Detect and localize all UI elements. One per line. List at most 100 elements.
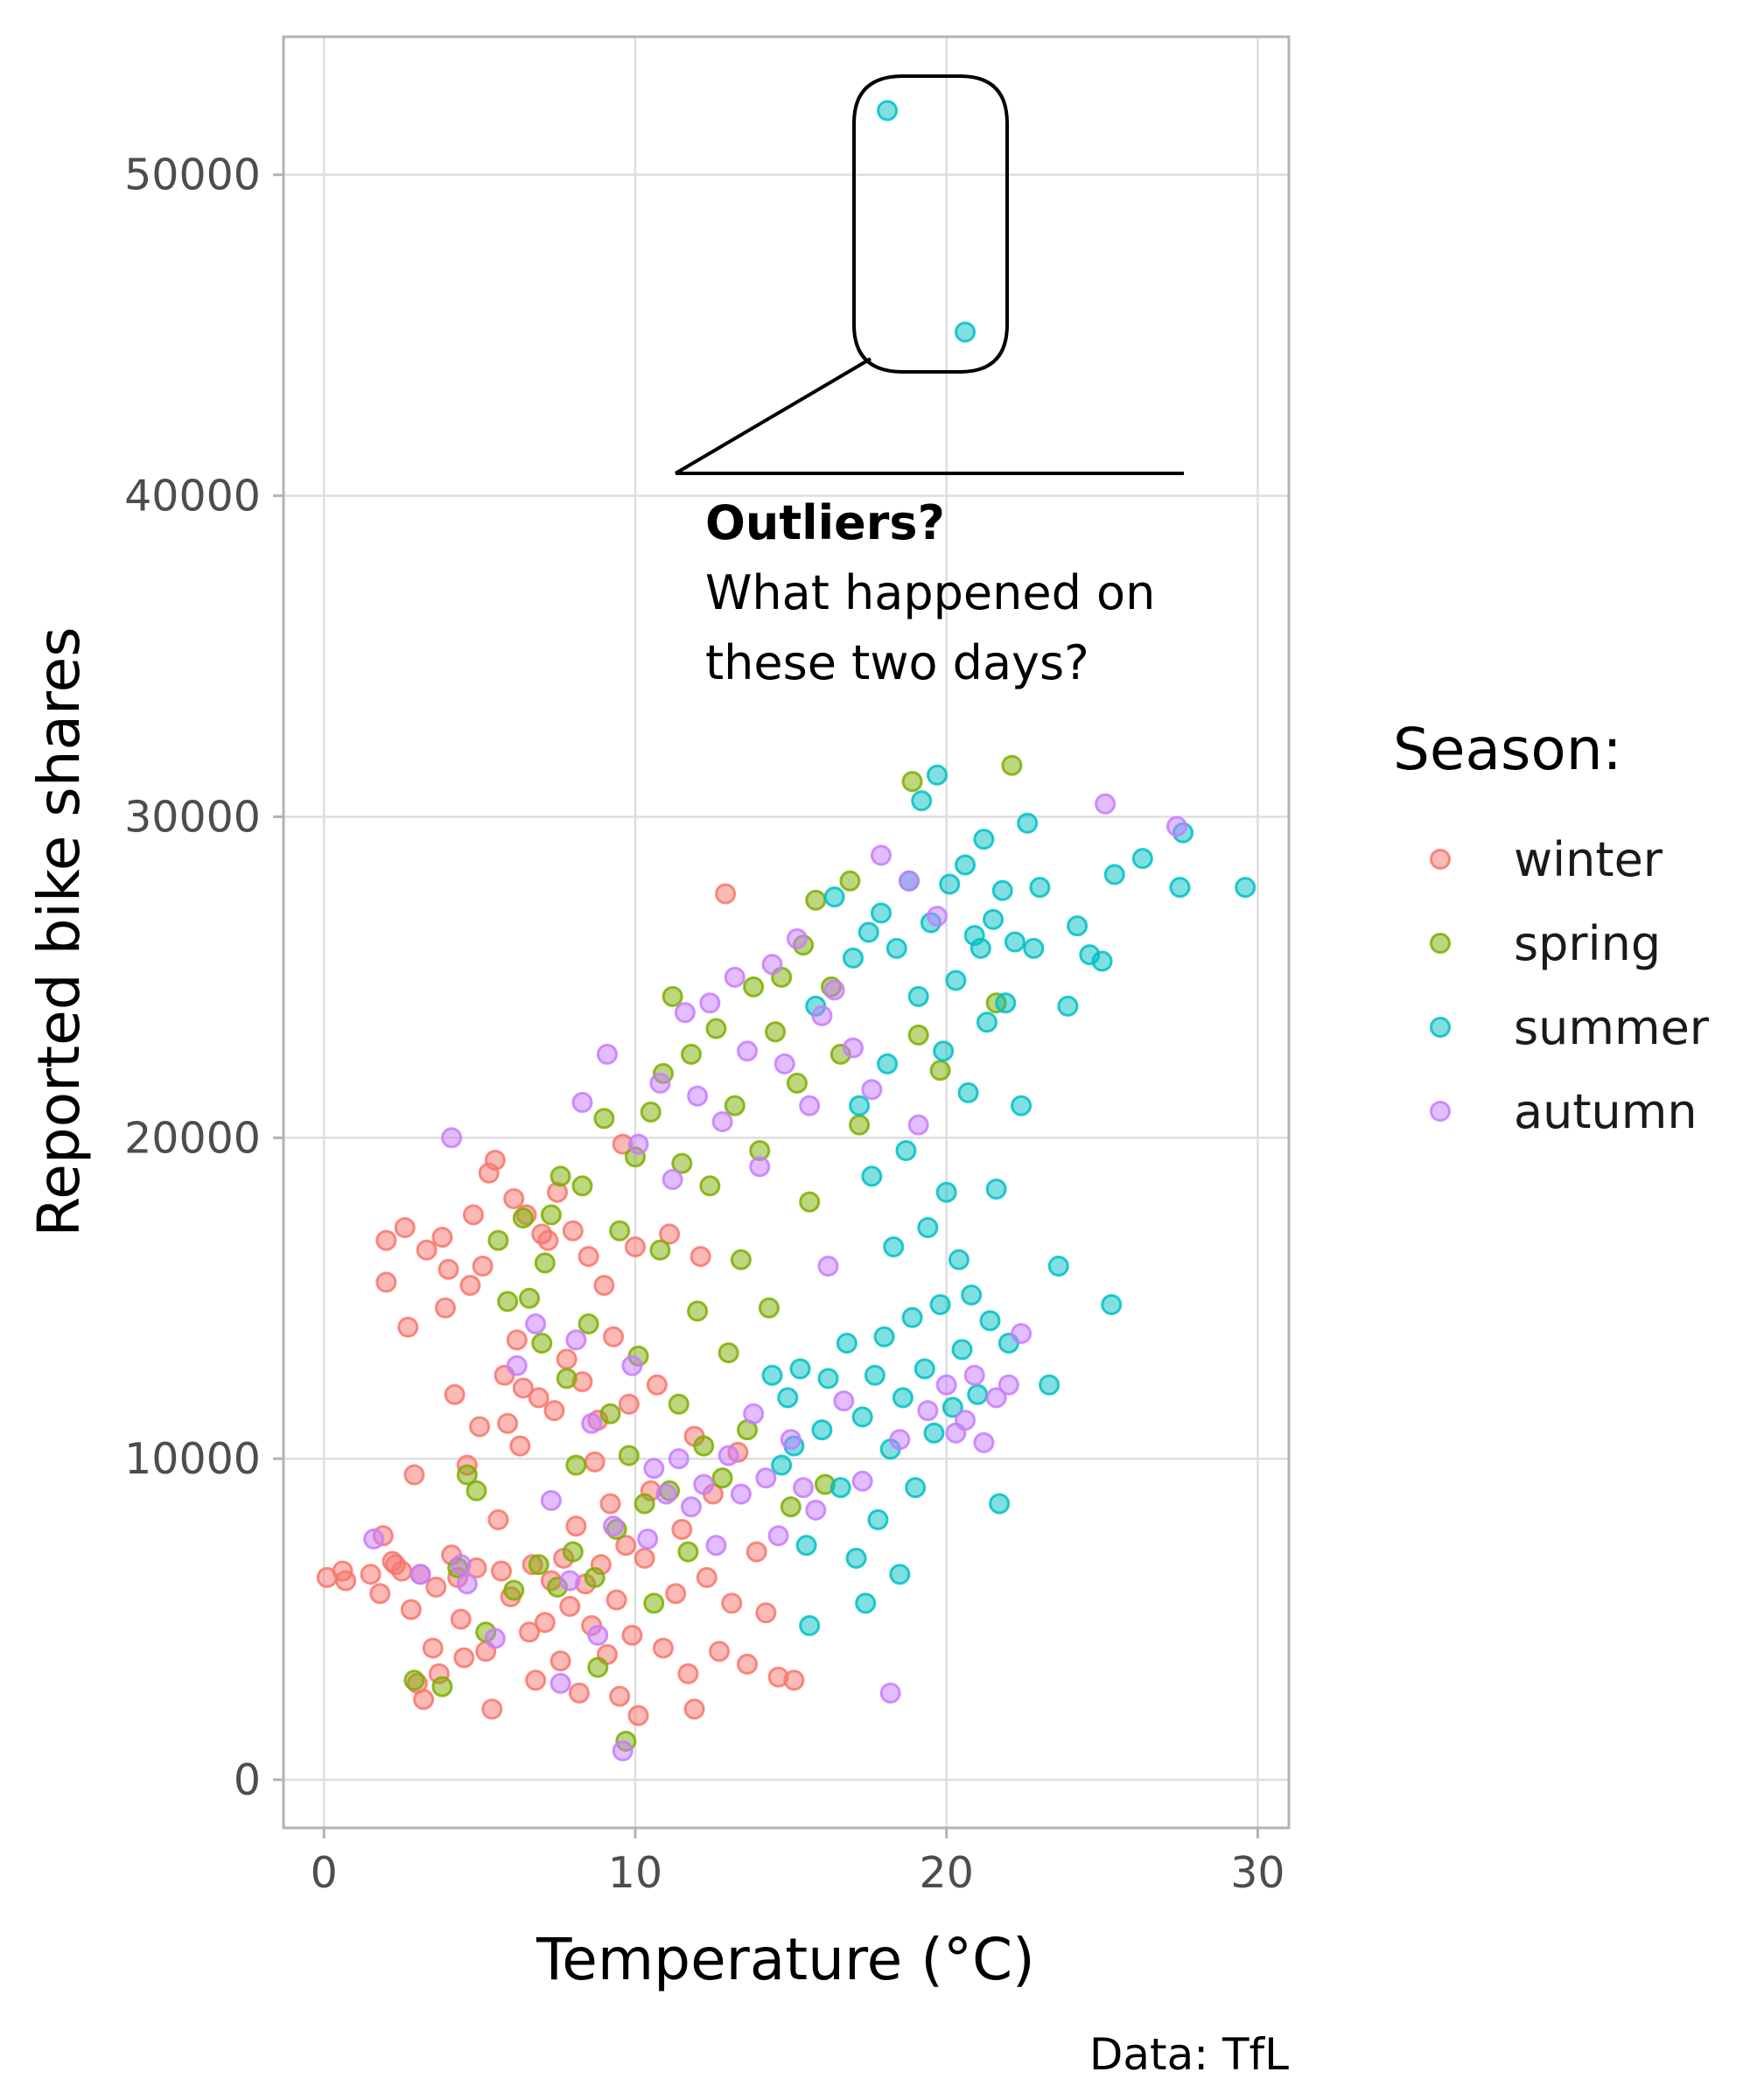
data-point-summer (957, 1082, 979, 1103)
data-point-winter (599, 1493, 621, 1515)
data-point-autumn (450, 1554, 472, 1576)
data-point-summer (795, 1535, 817, 1557)
data-point-winter (578, 1246, 599, 1268)
data-point-winter (584, 1451, 606, 1473)
data-point-summer (889, 1564, 911, 1586)
data-point-spring (497, 1291, 519, 1312)
data-point-spring (593, 1108, 615, 1130)
data-point-spring (730, 1249, 752, 1270)
data-point-winter (565, 1516, 587, 1537)
legend-label-summer: summer (1514, 1000, 1710, 1055)
data-point-summer (1131, 848, 1153, 870)
data-point-autumn (687, 1085, 709, 1107)
data-point-winter (737, 1653, 759, 1675)
data-point-spring (839, 870, 861, 892)
data-point-winter (652, 1637, 674, 1659)
data-point-winter (621, 1624, 643, 1646)
data-point-summer (942, 1396, 963, 1418)
data-point-winter (369, 1583, 391, 1605)
data-point-autumn (693, 1474, 715, 1495)
data-point-autumn (649, 1072, 671, 1094)
data-point-autumn (711, 1110, 733, 1132)
x-tick-label: 0 (311, 1848, 338, 1898)
data-point-winter (391, 1560, 413, 1582)
data-point-autumn (587, 1624, 609, 1646)
caption: Data: TfL (1089, 2029, 1289, 2080)
data-point-autumn (805, 1499, 827, 1521)
data-point-winter (562, 1220, 584, 1242)
data-point-summer (979, 1310, 1001, 1332)
data-point-winter (509, 1435, 531, 1457)
data-point-winter (559, 1595, 581, 1617)
data-point-winter (683, 1698, 705, 1720)
data-point-autumn (833, 1390, 855, 1412)
data-point-autumn (637, 1528, 659, 1550)
data-point-spring (901, 771, 923, 793)
data-point-winter (422, 1637, 444, 1659)
data-point-winter (627, 1704, 649, 1726)
data-point-spring (929, 1060, 951, 1082)
data-point-winter (335, 1570, 357, 1592)
legend-label-autumn: autumn (1514, 1084, 1698, 1139)
data-point-autumn (861, 1079, 883, 1101)
data-point-winter (484, 1149, 506, 1171)
data-point-summer (789, 1358, 811, 1380)
data-point-spring (693, 1435, 715, 1457)
legend-key-spring (1430, 933, 1451, 954)
data-point-spring (550, 1166, 571, 1187)
data-point-autumn (879, 1682, 901, 1704)
data-point-autumn (603, 1516, 625, 1537)
data-point-winter (556, 1348, 578, 1370)
data-point-summer (1103, 864, 1125, 886)
data-point-winter (503, 1187, 525, 1209)
data-point-winter (618, 1393, 640, 1415)
data-point-summer (973, 829, 995, 850)
data-point-winter (512, 1377, 534, 1399)
data-point-autumn (786, 928, 808, 949)
data-point-winter (646, 1374, 668, 1396)
data-point-spring (699, 1175, 721, 1197)
x-tick-label: 30 (1230, 1848, 1284, 1898)
data-point-spring (534, 1252, 556, 1274)
data-point-winter (397, 1316, 419, 1338)
data-point-summer (907, 985, 929, 1007)
data-point-autumn (842, 1037, 864, 1059)
data-point-summer (983, 908, 1004, 930)
data-point-summer (842, 947, 864, 969)
data-point-summer (861, 1166, 883, 1187)
x-tick-label: 20 (920, 1848, 974, 1898)
data-point-winter (481, 1698, 503, 1720)
data-point-winter (624, 1236, 646, 1258)
data-point-summer (995, 992, 1017, 1014)
data-point-spring (805, 889, 827, 911)
data-point-summer (970, 937, 991, 959)
y-tick-label: 20000 (124, 1113, 261, 1163)
data-point-autumn (662, 1168, 683, 1190)
data-point-spring (724, 1095, 746, 1116)
data-point-autumn (973, 1432, 995, 1453)
data-point-autumn (755, 1467, 777, 1489)
data-point-winter (550, 1650, 571, 1672)
data-point-winter (416, 1239, 438, 1261)
legend-key-autumn (1430, 1101, 1451, 1122)
plot-panel-border (282, 35, 1291, 1830)
data-point-autumn (851, 1470, 873, 1492)
data-point-autumn (596, 1043, 618, 1065)
data-point-spring (456, 1464, 478, 1486)
data-point-winter (634, 1547, 655, 1569)
data-point-summer (935, 1181, 957, 1203)
annotation-line-1: What happened on (705, 565, 1155, 620)
data-point-spring (1001, 754, 1023, 776)
data-point-winter (360, 1564, 382, 1586)
data-point-winter (615, 1535, 637, 1557)
y-tick-label: 50000 (124, 150, 261, 200)
data-point-summer (849, 1095, 871, 1116)
data-point-summer (777, 1387, 799, 1409)
data-point-autumn (363, 1528, 385, 1550)
data-point-winter (403, 1464, 425, 1486)
data-point-summer (870, 902, 892, 924)
data-point-winter (491, 1560, 513, 1582)
data-point-winter (568, 1682, 590, 1704)
data-point-winter (755, 1602, 777, 1624)
data-point-autumn (749, 1156, 771, 1178)
